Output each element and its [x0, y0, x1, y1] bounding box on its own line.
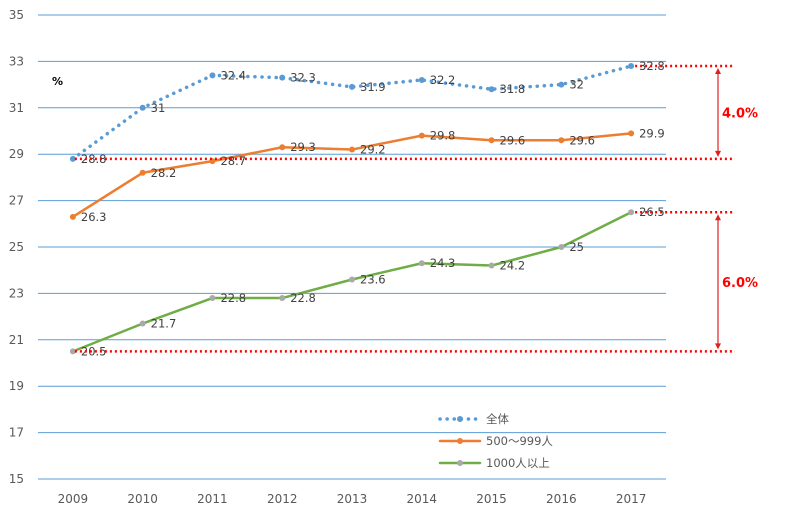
- data-point: [209, 295, 216, 302]
- x-tick-label: 2016: [546, 492, 577, 506]
- y-tick-label: 25: [9, 240, 24, 254]
- annotations-layer: 4.0% 6.0%: [74, 64, 758, 353]
- data-point: [349, 83, 355, 90]
- gridlines: [38, 14, 666, 480]
- unit-label: %: [52, 75, 63, 88]
- data-point: [628, 130, 635, 137]
- legend-swatch-marker: [457, 438, 463, 444]
- x-tick-label: 2015: [476, 492, 507, 506]
- data-label: 32.3: [290, 71, 316, 85]
- x-tick-label: 2013: [337, 492, 368, 506]
- x-tick-label: 2011: [197, 492, 228, 506]
- data-point: [628, 209, 635, 216]
- data-point: [488, 86, 495, 93]
- data-point: [418, 76, 425, 83]
- series-1: 26.3 28.2 28.7 29.3 29.2 29.8 29.6 29.6 29.9: [69, 126, 665, 224]
- data-point: [139, 320, 146, 327]
- data-label: 28.8: [81, 152, 107, 166]
- data-point: [488, 262, 495, 269]
- data-point: [558, 137, 565, 144]
- annotation-arrow-head-top: [715, 68, 721, 75]
- data-label: 28.2: [151, 166, 177, 180]
- data-label: 24.2: [500, 259, 526, 273]
- data-label: 32.2: [430, 73, 456, 87]
- data-label: 24.3: [430, 256, 456, 270]
- x-tick-label: 2014: [407, 492, 438, 506]
- data-point: [418, 132, 425, 139]
- data-label: 20.5: [81, 344, 107, 358]
- data-label: 29.3: [290, 140, 316, 154]
- data-point: [279, 144, 286, 151]
- y-tick-label: 19: [9, 379, 24, 393]
- data-label: 31: [151, 101, 166, 115]
- data-point: [488, 137, 495, 144]
- data-label: 23.6: [360, 272, 386, 286]
- legend-item-2: 1000人以上: [438, 456, 550, 470]
- y-tick-label: 21: [9, 333, 24, 347]
- annotation-label: 4.0%: [722, 106, 758, 121]
- data-point: [628, 63, 635, 70]
- y-axis-ticks: 15 17 19 21 23 25 27 29 31 33 35: [9, 8, 24, 486]
- data-label: 29.6: [569, 133, 595, 147]
- data-label: 31.9: [360, 80, 386, 94]
- legend-swatch-marker: [457, 460, 463, 466]
- y-tick-label: 35: [9, 8, 24, 22]
- data-point: [279, 295, 286, 302]
- x-axis-ticks: 2009 2010 2011 2012 2013 2014 2015 2016 2017: [58, 492, 647, 506]
- data-label: 29.6: [500, 133, 526, 147]
- x-tick-label: 2009: [58, 492, 89, 506]
- annotation-label: 6.0%: [722, 276, 758, 291]
- data-point: [139, 104, 146, 111]
- data-point: [558, 244, 565, 250]
- data-label: 29.2: [360, 143, 386, 157]
- data-point: [69, 213, 76, 220]
- data-point: [279, 74, 286, 81]
- legend-swatch-marker: [457, 416, 463, 422]
- data-label: 25: [569, 240, 584, 254]
- data-label: 26.3: [81, 210, 107, 224]
- y-tick-label: 31: [9, 101, 24, 115]
- data-label: 29.8: [430, 129, 456, 143]
- annotation-arrow-head-top: [715, 214, 721, 221]
- y-tick-label: 23: [9, 286, 24, 300]
- data-point: [349, 146, 355, 153]
- x-tick-label: 2012: [267, 492, 298, 506]
- data-label: 22.8: [220, 291, 246, 305]
- data-point: [349, 276, 355, 283]
- data-label: 22.8: [290, 291, 316, 305]
- data-label: 21.7: [151, 317, 177, 331]
- y-tick-label: 27: [9, 194, 24, 208]
- data-point: [69, 155, 76, 162]
- annotation-1: 6.0%: [74, 210, 758, 353]
- data-point: [69, 348, 76, 355]
- data-label: 29.9: [639, 126, 665, 140]
- legend-item-1: 500～999人: [438, 434, 553, 448]
- legend: 全体 500～999人 1000人以上: [438, 412, 553, 470]
- y-tick-label: 15: [9, 472, 24, 486]
- data-label: 32: [569, 78, 584, 92]
- data-label: 32.4: [220, 68, 246, 82]
- data-point: [558, 81, 565, 88]
- data-label: 31.8: [500, 82, 526, 96]
- annotation-0: 4.0%: [74, 64, 758, 161]
- y-tick-label: 17: [9, 426, 24, 440]
- data-point: [139, 169, 146, 176]
- legend-label: 1000人以上: [486, 456, 550, 470]
- data-label: 28.7: [220, 154, 246, 168]
- legend-label: 500～999人: [486, 434, 553, 448]
- legend-label: 全体: [486, 412, 509, 426]
- y-tick-label: 29: [9, 147, 24, 161]
- x-tick-label: 2017: [616, 492, 647, 506]
- x-tick-label: 2010: [127, 492, 158, 506]
- annotation-arrow-head-bottom: [715, 150, 721, 157]
- data-point: [209, 72, 216, 79]
- annotation-arrow-head-bottom: [715, 343, 721, 350]
- legend-item-0: 全体: [438, 412, 509, 426]
- y-tick-label: 33: [9, 54, 24, 68]
- data-point: [418, 260, 425, 267]
